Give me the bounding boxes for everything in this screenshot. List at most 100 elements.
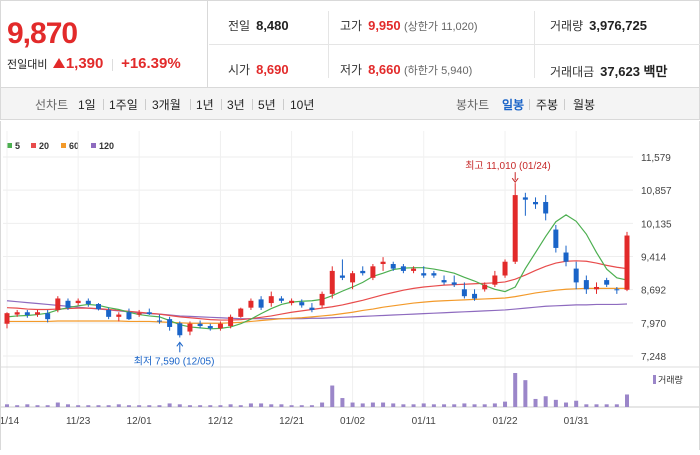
- volume-bar: [564, 402, 569, 407]
- candle-body: [461, 289, 467, 297]
- volume-bar: [574, 400, 579, 407]
- volume-bar: [106, 405, 111, 407]
- chart-grid: [1, 131, 699, 408]
- candle-body: [167, 319, 173, 327]
- candle-body: [390, 264, 396, 269]
- legend-label-5: 5: [15, 141, 20, 151]
- candle-body: [268, 296, 274, 304]
- volume: 거래량 3,976,725: [550, 18, 647, 33]
- x-tick-label: 11/14: [1, 416, 20, 427]
- x-tick-label: 01/22: [493, 416, 518, 427]
- tab-weekly[interactable]: 주봉: [536, 98, 559, 112]
- volume-bar: [604, 404, 609, 407]
- y-tick-label: 8,692: [641, 286, 666, 297]
- candle-body: [624, 235, 630, 290]
- tab-5y[interactable]: 5년: [258, 98, 276, 112]
- candle-body: [238, 308, 244, 317]
- volume-bar: [35, 405, 40, 407]
- ma5-line: [6, 214, 628, 330]
- candle-body: [55, 298, 61, 310]
- candle-body: [563, 252, 569, 262]
- candle-body: [380, 261, 386, 265]
- candle-body: [339, 275, 345, 278]
- volume-bar: [421, 403, 426, 407]
- trade-amount: 거래대금 37,623 백만: [550, 64, 668, 79]
- candle-body: [614, 289, 620, 291]
- volume-bar: [248, 403, 253, 407]
- volume-bar: [533, 398, 538, 407]
- candle-body: [278, 298, 284, 301]
- divider: [564, 99, 565, 110]
- volume-bar: [452, 404, 457, 407]
- candle-body: [492, 275, 498, 285]
- volume-bar: [259, 403, 264, 407]
- volume-bar: [198, 405, 203, 407]
- candle-body: [319, 293, 325, 306]
- volume-bar: [431, 404, 436, 407]
- tab-daily[interactable]: 일봉: [502, 98, 525, 112]
- price-change-row: 전일대비 1,390 +16.39%: [7, 55, 181, 72]
- ma60-line: [7, 287, 627, 324]
- candle-body: [217, 323, 223, 329]
- divider: [103, 99, 104, 110]
- divider: [252, 99, 253, 110]
- volume-bar: [55, 402, 60, 407]
- volume-bar: [177, 404, 182, 407]
- y-tick-label: 9,414: [641, 252, 666, 263]
- candle-body: [421, 273, 427, 276]
- candle-chart-label: 봉차트: [456, 98, 490, 112]
- volume-bar: [116, 404, 121, 407]
- candle-body: [573, 268, 579, 283]
- x-tick-label: 11/23: [66, 416, 91, 427]
- chart-period-tabs: 선차트 1일 1주일 3개월 1년 3년 5년 10년 봉차트 일봉 주봉 월봉: [0, 88, 700, 120]
- volume-bar: [5, 404, 9, 407]
- x-tick-label: 01/31: [564, 416, 589, 427]
- divider: [221, 99, 222, 110]
- y-tick-label: 7,248: [641, 352, 666, 363]
- volume-bar: [513, 373, 518, 407]
- tab-1y[interactable]: 1년: [196, 98, 214, 112]
- candle-body: [543, 201, 549, 214]
- volume-bar: [523, 380, 528, 407]
- tab-monthly[interactable]: 월봉: [573, 98, 596, 112]
- candle-body: [431, 273, 437, 276]
- volume-bar: [157, 405, 162, 407]
- volume-bar: [482, 404, 487, 407]
- candle-body: [34, 312, 40, 315]
- chart-svg[interactable]: 5 20 60 120 최고 11,010 (01/24) 최저 7,590 (12/0…: [0, 121, 699, 450]
- volume-bar: [96, 405, 101, 407]
- volume-legend-label: 거래량: [658, 374, 683, 385]
- candle-body: [594, 286, 600, 290]
- candlestick-chart[interactable]: 5 20 60 120 최고 11,010 (01/24) 최저 7,590 (12/0…: [0, 121, 700, 450]
- volume-bar: [360, 403, 365, 407]
- volume-bar: [65, 404, 70, 407]
- tab-10y[interactable]: 10년: [290, 98, 315, 112]
- candle-body: [177, 323, 183, 336]
- legend-swatch-120: [91, 143, 96, 148]
- x-tick-label: 12/12: [208, 416, 233, 427]
- tab-1d[interactable]: 1일: [78, 98, 96, 112]
- candle-body: [451, 282, 457, 285]
- diff-rate: +16.39%: [121, 55, 181, 72]
- candle-body: [4, 313, 10, 324]
- volume-bar: [167, 403, 172, 407]
- candle-body: [156, 320, 162, 322]
- volume-bar: [462, 403, 467, 407]
- legend-label-60: 60: [69, 141, 79, 151]
- tab-3y[interactable]: 3년: [227, 98, 245, 112]
- chart-legend: 5 20 60 120: [7, 141, 114, 151]
- volume-bar: [208, 405, 213, 407]
- candle-body: [350, 273, 356, 283]
- y-tick-label: 7,970: [641, 319, 666, 330]
- legend-swatch-20: [31, 143, 36, 148]
- tab-1w[interactable]: 1주일: [109, 98, 138, 112]
- x-tick-label: 01/02: [340, 416, 365, 427]
- tab-3m[interactable]: 3개월: [152, 98, 181, 112]
- divider: [190, 99, 191, 110]
- ma20-line: [6, 260, 628, 321]
- x-tick-label: 12/21: [279, 416, 304, 427]
- volume-bar: [218, 405, 223, 407]
- volume-legend-swatch: [653, 375, 656, 384]
- candle-body: [522, 197, 528, 200]
- y-tick-label: 10,857: [641, 186, 672, 197]
